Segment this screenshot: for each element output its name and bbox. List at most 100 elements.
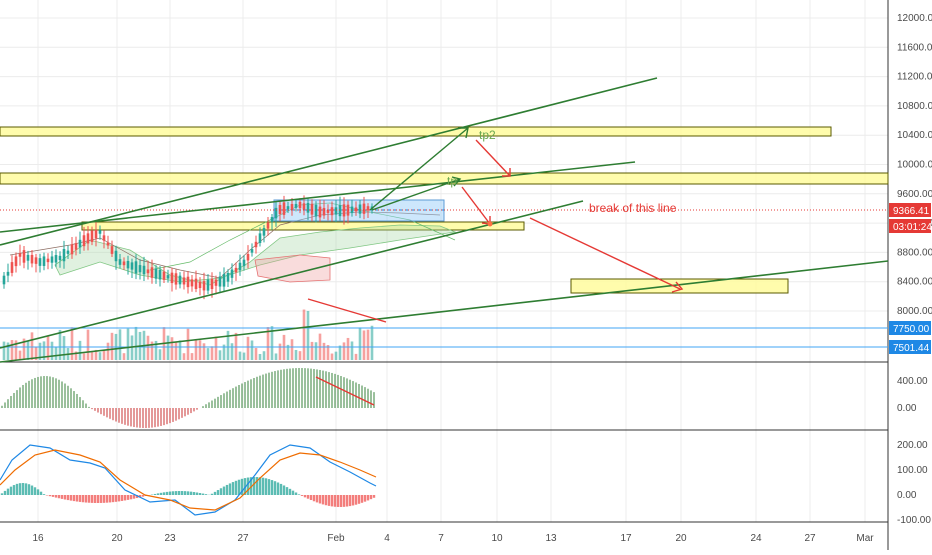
candle-body[interactable] [231,270,234,278]
candle-body[interactable] [187,277,190,287]
candle-body[interactable] [91,231,94,242]
candle-body[interactable] [103,235,106,240]
candle-body[interactable] [199,282,202,288]
candle-body[interactable] [235,268,238,272]
candle-body[interactable] [11,262,14,273]
candle-body[interactable] [195,279,198,289]
candle-body[interactable] [363,204,366,214]
candle-body[interactable] [55,255,58,263]
candle-body[interactable] [315,205,318,217]
candle-body[interactable] [191,279,194,286]
green-arrow-to-tp2[interactable] [370,128,468,210]
candle-body[interactable] [311,204,314,215]
candle-body[interactable] [255,242,258,247]
candle-body[interactable] [107,242,110,245]
candle-body[interactable] [15,256,18,266]
candle-body[interactable] [219,276,222,286]
candle-body[interactable] [39,258,42,266]
candle-body[interactable] [59,256,62,260]
candle-body[interactable] [259,233,262,243]
candle-body[interactable] [175,273,178,284]
candle-body[interactable] [215,280,218,286]
candle-body[interactable] [95,230,98,238]
candle-body[interactable] [83,235,86,246]
candle-body[interactable] [207,280,210,291]
candle-body[interactable] [71,244,74,254]
candle-body[interactable] [287,206,290,209]
candle-body[interactable] [79,240,82,248]
candle-body[interactable] [247,254,250,260]
candle-body[interactable] [3,276,6,285]
candle-body[interactable] [143,266,146,274]
candle-body[interactable] [67,251,70,254]
candle-body[interactable] [131,262,134,269]
candle-body[interactable] [155,268,158,278]
candle-body[interactable] [123,261,126,265]
candle-body[interactable] [299,202,302,208]
red-arrow-tp2-drop[interactable] [476,140,510,176]
candle-body[interactable] [23,250,26,263]
candle-body[interactable] [35,257,38,264]
osc-bar [19,483,21,495]
candle-body[interactable] [303,203,306,209]
candle-body[interactable] [19,253,22,257]
candle-body[interactable] [183,277,186,284]
candle-body[interactable] [275,208,278,219]
volume-bar [367,330,370,360]
volume-bar [147,336,150,360]
zone-tp2[interactable] [0,127,831,136]
candle-body[interactable] [339,205,342,216]
candle-body[interactable] [307,203,310,213]
candle-body[interactable] [63,249,66,261]
candle-body[interactable] [167,275,170,278]
candle-body[interactable] [355,208,358,212]
candle-body[interactable] [7,272,10,276]
candle-body[interactable] [323,208,326,216]
candle-body[interactable] [87,233,90,243]
candle-body[interactable] [127,261,130,268]
candle-body[interactable] [359,204,362,213]
candle-body[interactable] [367,206,370,210]
candle-body[interactable] [203,281,206,290]
candle-body[interactable] [335,207,338,214]
candle-body[interactable] [135,261,138,273]
candle-body[interactable] [243,260,246,266]
candle-body[interactable] [211,279,214,289]
candle-body[interactable] [291,204,294,210]
zone-support[interactable] [82,222,524,230]
candle-body[interactable] [31,255,34,263]
candle-body[interactable] [343,204,346,216]
osc-tick-label: 100.00 [897,465,928,476]
candle-body[interactable] [319,207,322,218]
red-arrow-tp1-drop[interactable] [462,187,490,224]
candle-body[interactable] [51,256,54,262]
candle-body[interactable] [147,269,150,273]
red-arrow-breakdown[interactable] [530,218,680,289]
candle-body[interactable] [111,246,114,254]
candle-body[interactable] [115,251,118,261]
candle-body[interactable] [139,265,142,272]
candle-body[interactable] [239,263,242,270]
candle-body[interactable] [179,276,182,285]
candle-body[interactable] [263,228,266,236]
candle-body[interactable] [227,273,230,282]
candle-body[interactable] [271,217,274,222]
candle-body[interactable] [99,230,102,234]
candle-body[interactable] [151,267,154,278]
candle-body[interactable] [223,274,226,287]
candle-body[interactable] [47,259,50,262]
candle-body[interactable] [171,273,174,283]
candle-body[interactable] [295,204,298,208]
candle-body[interactable] [119,259,122,265]
candle-body[interactable] [43,256,46,266]
candle-body[interactable] [251,249,254,253]
candle-body[interactable] [159,270,162,280]
candle-body[interactable] [331,207,334,215]
candle-body[interactable] [283,202,286,214]
osc-bar [238,480,240,495]
candle-body[interactable] [163,272,166,280]
candle-body[interactable] [27,255,30,261]
candle-body[interactable] [75,243,78,250]
candle-body[interactable] [267,223,270,229]
